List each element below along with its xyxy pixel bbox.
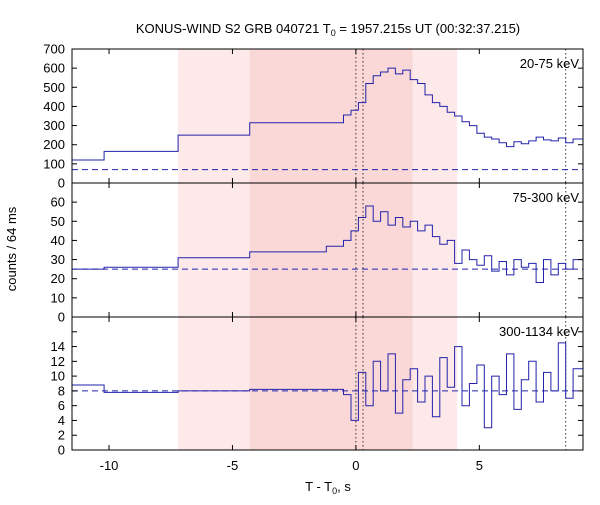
y-tick-label: 0: [58, 176, 65, 191]
x-tick-label: -10: [100, 458, 119, 473]
y-tick-label: 400: [43, 99, 65, 114]
y-tick-label: 500: [43, 80, 65, 95]
y-tick-label: 50: [51, 214, 65, 229]
y-axis-title: counts / 64 ms: [4, 206, 19, 291]
count-rate-series: [72, 205, 583, 283]
y-tick-label: 8: [58, 383, 65, 398]
y-tick-label: 600: [43, 61, 65, 76]
y-tick-label: 0: [58, 443, 65, 458]
y-tick-label: 4: [58, 413, 65, 428]
shaded-interval-2: [249, 49, 413, 183]
y-tick-label: 40: [51, 233, 65, 248]
y-tick-label: 6: [58, 398, 65, 413]
y-tick-label: 100: [43, 156, 65, 171]
panel-1: 0 100 200 300 400 500 600 700 20-75 keV: [43, 42, 584, 191]
count-rate-series: [72, 342, 583, 429]
chart-title: KONUS-WIND S2 GRB 040721 T0 = 1957.215s …: [136, 21, 520, 38]
y-tick-label: 20: [51, 271, 65, 286]
y-tick-label: 2: [58, 428, 65, 443]
energy-band-label: 20-75 keV: [520, 56, 580, 71]
shaded-interval-2: [249, 317, 413, 450]
shaded-interval-2: [249, 183, 413, 317]
x-tick-label: -5: [227, 458, 239, 473]
y-tick-label: 12: [51, 354, 65, 369]
energy-band-label: 75-300 keV: [513, 190, 580, 205]
y-tick-label: 60: [51, 195, 65, 210]
y-tick-label: 200: [43, 137, 65, 152]
y-tick-label: 0: [58, 310, 65, 325]
y-tick-label: 300: [43, 118, 65, 133]
y-tick-label: 30: [51, 252, 65, 267]
x-axis-title: T - T0, s: [305, 479, 351, 496]
y-tick-label: 700: [43, 42, 65, 57]
count-rate-series: [72, 67, 583, 161]
y-tick-label: 14: [51, 339, 65, 354]
panel-2: 0 10 20 30 40 50 60 75-300 keV: [51, 182, 584, 325]
energy-band-label: 300-1134 keV: [499, 324, 579, 339]
y-tick-label: 10: [51, 290, 65, 305]
panel-frame: [71, 316, 584, 451]
x-tick-label: 5: [476, 458, 483, 473]
y-tick-label: 10: [51, 369, 65, 384]
x-tick-label: 0: [352, 458, 359, 473]
